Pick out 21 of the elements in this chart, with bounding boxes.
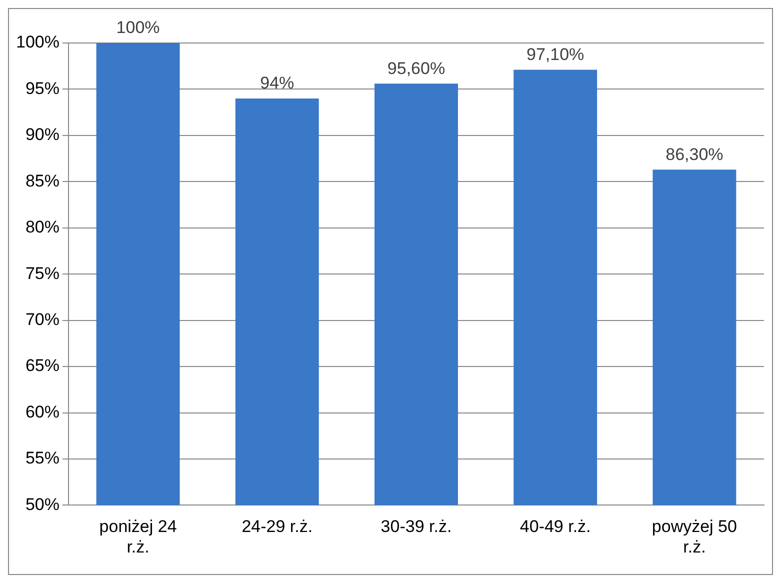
y-tick-label: 80% (25, 218, 60, 237)
x-tick-label: powyżej 50 r.ż. (652, 517, 737, 556)
y-tick-label: 65% (25, 356, 60, 376)
x-tick-label: 30-39 r.ż. (380, 517, 452, 536)
y-tick-label: 55% (25, 448, 60, 468)
y-tick-label: 60% (25, 402, 60, 422)
y-tick-label: 85% (25, 171, 60, 190)
x-tick-label: 40-49 r.ż. (520, 517, 591, 536)
x-tick-label: poniżej 24 r.ż. (99, 517, 177, 556)
data-label: 86,30% (666, 144, 724, 164)
data-label: 100% (116, 18, 160, 38)
y-tick-label: 70% (25, 310, 60, 330)
y-tick-label: 90% (25, 125, 60, 144)
data-label: 95,60% (387, 58, 446, 78)
y-tick-label: 50% (25, 494, 60, 514)
data-label: 97,10% (526, 44, 584, 64)
data-label: 94% (260, 74, 294, 93)
y-tick-label: 100% (16, 32, 60, 52)
y-tick-label: 75% (25, 264, 60, 283)
y-tick-label: 95% (25, 78, 60, 98)
x-tick-label: 24-29 r.ż. (242, 517, 313, 536)
